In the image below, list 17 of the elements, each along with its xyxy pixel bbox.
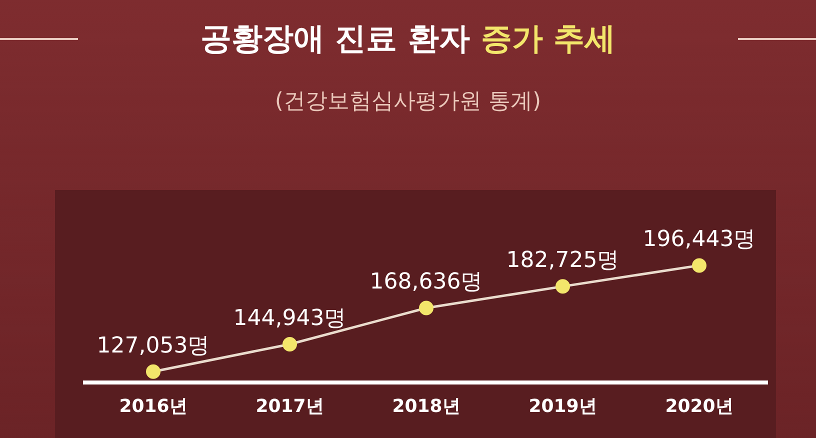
data-label: 168,636명: [370, 270, 483, 295]
data-label: 182,725명: [506, 248, 620, 274]
chart-subtitle: (건강보험심사평가원 통계): [274, 88, 542, 116]
point: [146, 364, 160, 379]
x-tick-label: 2019년: [528, 396, 597, 417]
data-label: 144,943명: [233, 306, 346, 331]
x-tick-label: 2018년: [392, 396, 460, 417]
data-label: 127,053명: [96, 333, 210, 358]
point: [419, 300, 434, 316]
data-label: 196,443명: [642, 227, 756, 252]
point: [556, 279, 570, 294]
point: [282, 336, 297, 352]
x-tick-label: 2020년: [665, 396, 734, 417]
chart-title: 공황장애 진료 환자 증가 추세: [200, 21, 616, 57]
x-tick-label: 2016년: [119, 396, 188, 417]
point: [692, 258, 706, 273]
x-tick-label: 2017년: [256, 396, 324, 417]
